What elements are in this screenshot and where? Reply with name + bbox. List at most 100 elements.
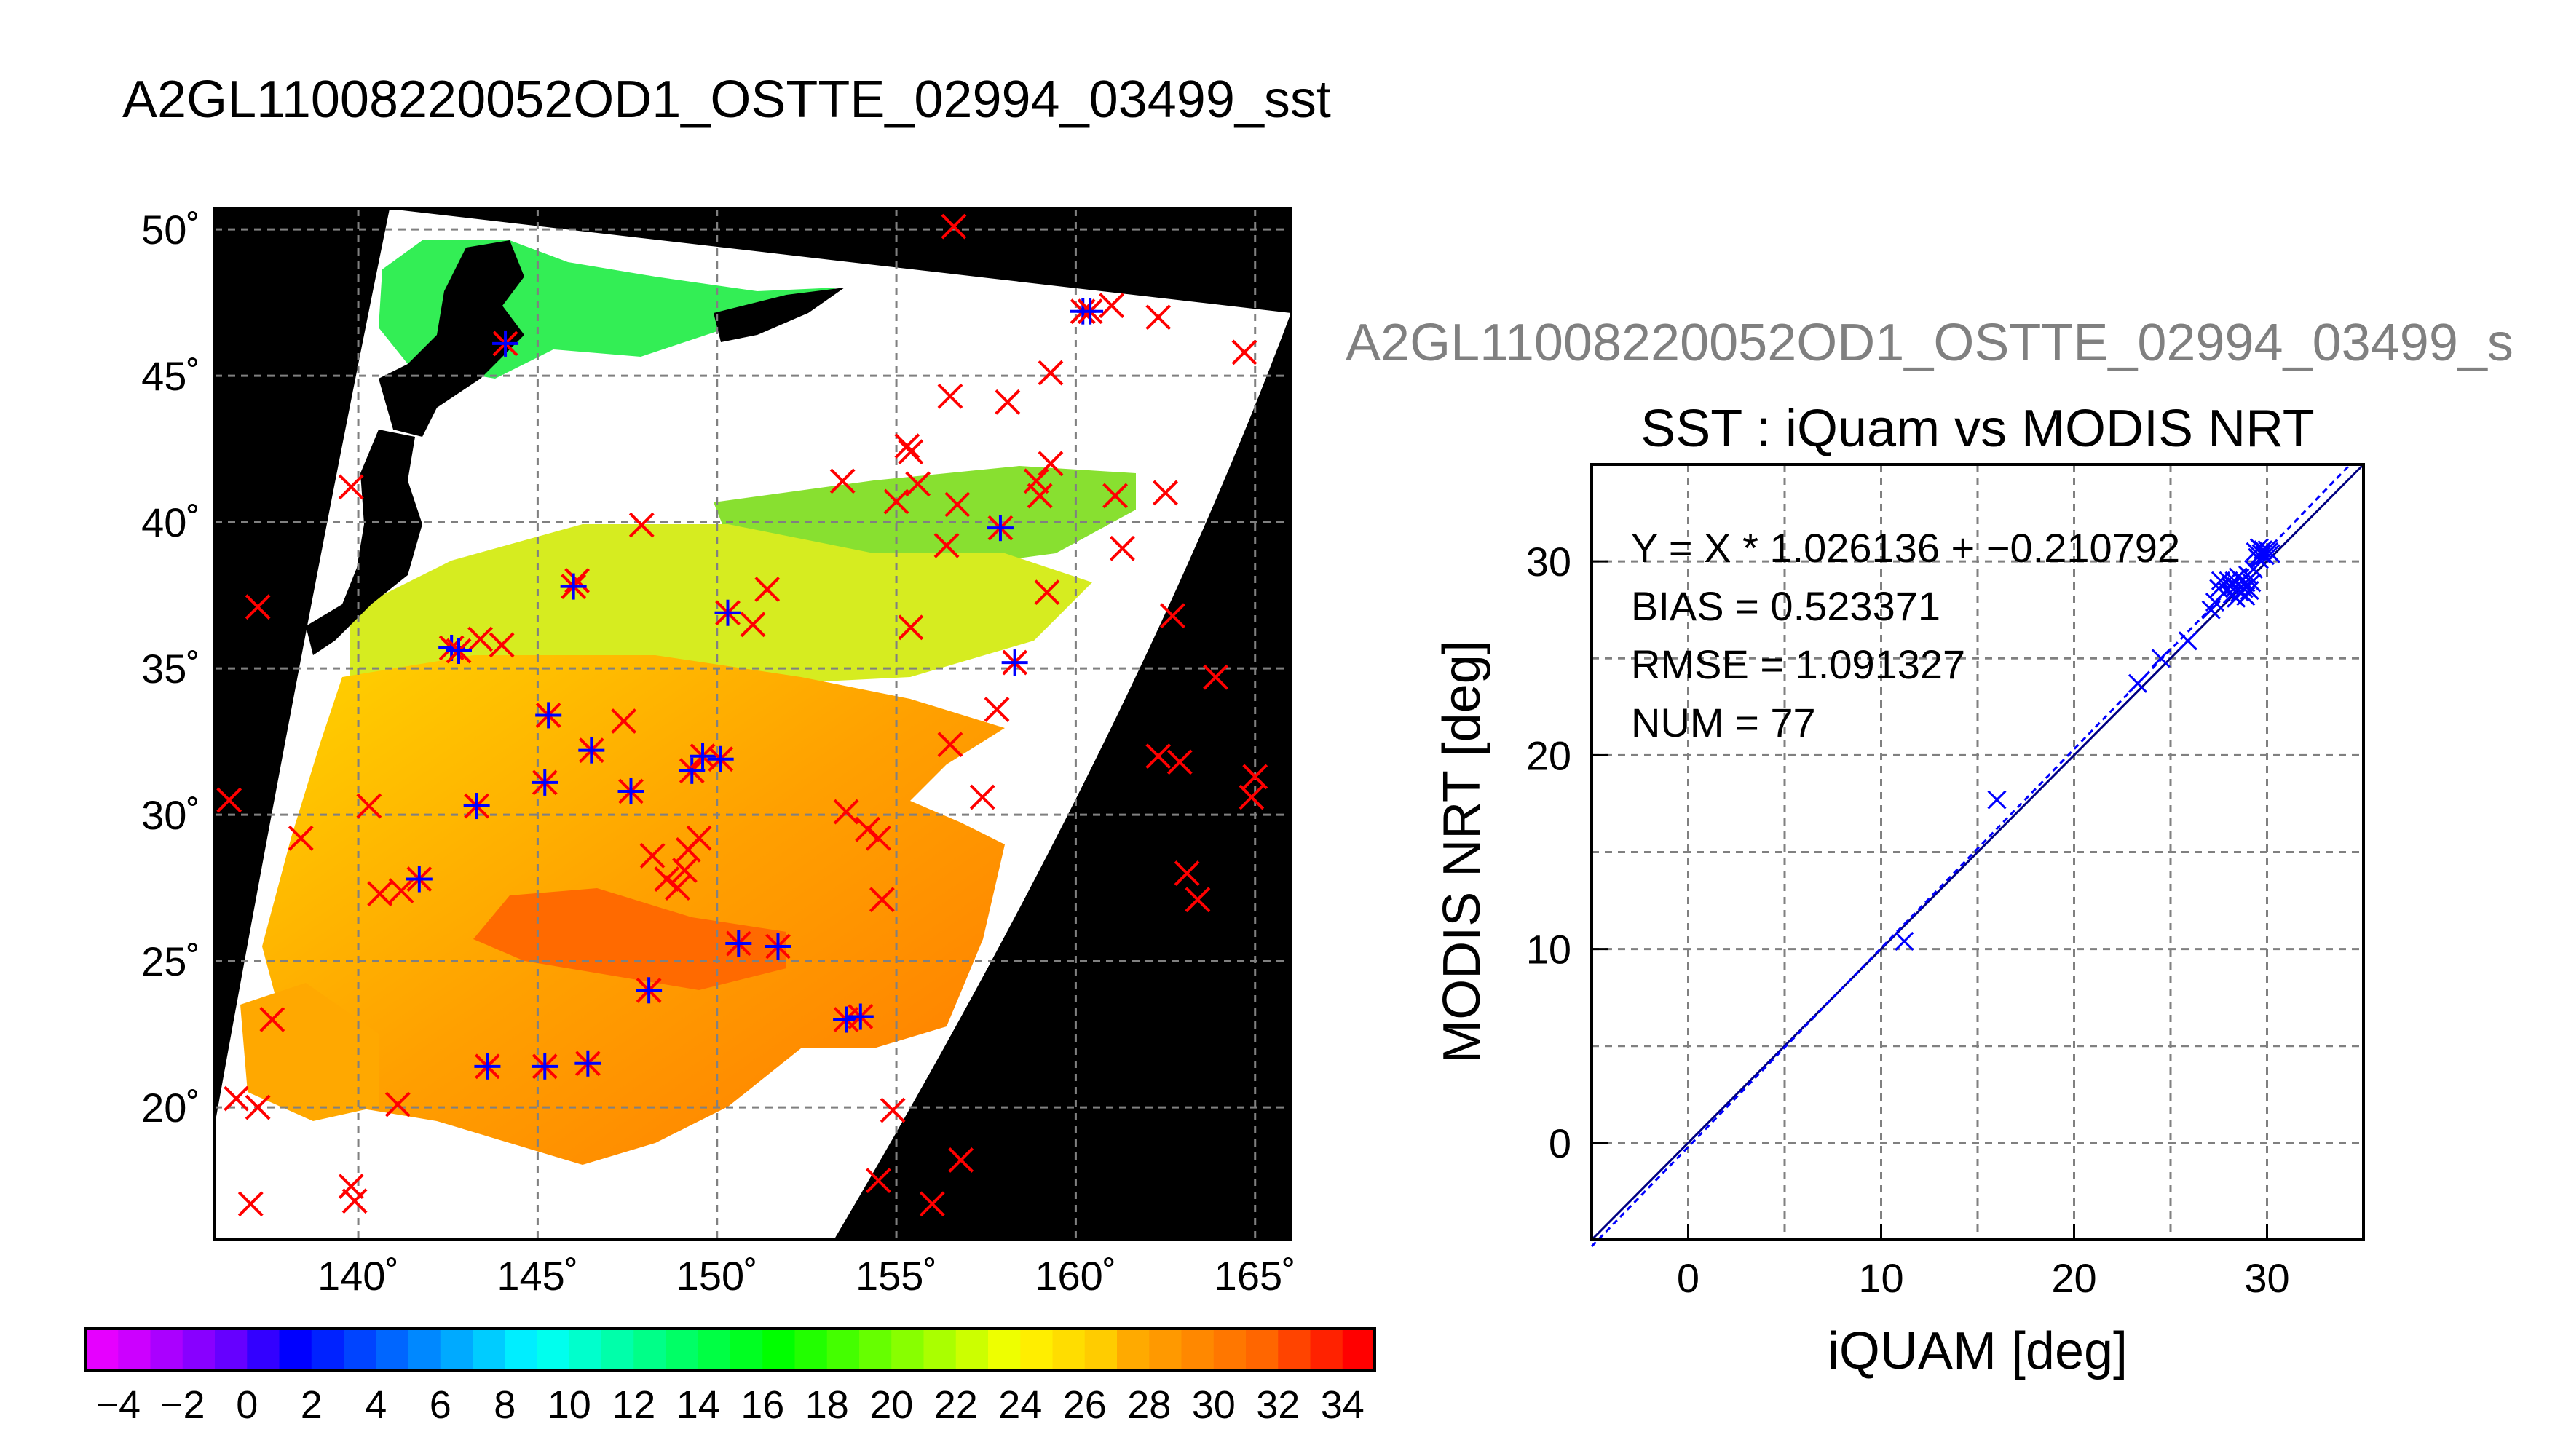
map-marker-unmatched xyxy=(944,491,971,518)
colorbar-cell xyxy=(1342,1329,1375,1371)
map-marker-unmatched xyxy=(665,875,690,901)
colorbar-cell xyxy=(569,1329,602,1371)
map-marker-unmatched xyxy=(919,1191,945,1217)
map-x-tick-label: 145˚ xyxy=(497,1253,578,1299)
colorbar-cell xyxy=(376,1329,408,1371)
map-marker-unmatched xyxy=(338,474,364,500)
map-marker-matched xyxy=(847,1003,874,1030)
map-x-tick-label: 155˚ xyxy=(856,1253,937,1299)
colorbar-frame xyxy=(84,1327,1376,1372)
colorbar-tick-label: 20 xyxy=(869,1383,913,1427)
map-marker-matched xyxy=(707,745,734,772)
map-marker-matched xyxy=(714,599,741,626)
map-marker-unmatched xyxy=(564,568,591,593)
map-marker-unmatched xyxy=(969,784,995,810)
map-marker-unmatched xyxy=(1102,483,1129,509)
map-marker-unmatched xyxy=(1038,451,1064,477)
map-marker-unmatched xyxy=(1242,764,1268,790)
map-marker-unmatched xyxy=(866,1168,891,1194)
colorbar-tick-label: 34 xyxy=(1321,1383,1365,1427)
map-marker-unmatched xyxy=(288,825,314,851)
colorbar-cell xyxy=(118,1329,151,1371)
map-marker-unmatched xyxy=(1185,887,1211,913)
colorbar-cell xyxy=(1213,1329,1247,1371)
colorbar-cell xyxy=(279,1329,312,1371)
map-marker-unmatched xyxy=(1153,480,1178,506)
colorbar-tick-labels: −4 −2 0 2 4 6 8 10 12 14 16 18 20 22 24 26 28 30 32 34 xyxy=(95,1383,1364,1427)
map-marker-unmatched xyxy=(937,383,963,409)
colorbar-cell xyxy=(215,1329,248,1371)
map-marker-matched xyxy=(617,778,644,804)
map-marker-unmatched xyxy=(489,632,515,658)
map-marker-unmatched xyxy=(740,612,766,638)
map-marker-matched xyxy=(446,638,473,665)
map-y-tick-label: 50˚ xyxy=(141,207,200,253)
colorbar-tick-label: −4 xyxy=(95,1383,141,1427)
map-marker-matched xyxy=(574,1050,601,1077)
map-grid xyxy=(215,209,1291,1239)
colorbar-tick-label: 26 xyxy=(1063,1383,1107,1427)
map-marker-unmatched xyxy=(995,389,1021,415)
map-marker-matched xyxy=(532,1053,558,1080)
map-marker-unmatched xyxy=(259,1007,285,1032)
map-marker-unmatched xyxy=(338,1174,364,1200)
map-marker-unmatched xyxy=(1160,603,1185,629)
land-hokkaido xyxy=(379,240,524,437)
map-marker-unmatched xyxy=(367,881,393,907)
map-marker-unmatched xyxy=(1239,784,1265,810)
map-marker-unmatched xyxy=(1034,579,1060,606)
map-marker-unmatched xyxy=(833,799,859,825)
map-marker-unmatched xyxy=(984,696,1010,722)
colorbar-cell xyxy=(923,1329,957,1371)
colorbar-cell xyxy=(1084,1329,1118,1371)
map-marker-unmatched xyxy=(1145,743,1172,769)
colorbar-tick-label: 32 xyxy=(1256,1383,1300,1427)
colorbar-cell xyxy=(1181,1329,1215,1371)
map-marker-unmatched xyxy=(671,858,698,883)
colorbar-tick-label: −2 xyxy=(160,1383,205,1427)
land-sakhalin-coast xyxy=(714,288,845,342)
colorbar-cell xyxy=(440,1329,473,1371)
map-y-tick-label: 35˚ xyxy=(141,646,200,692)
map-marker-unmatched xyxy=(216,787,242,813)
colorbar-tick-label: 18 xyxy=(805,1383,849,1427)
colorbar-cell xyxy=(182,1329,216,1371)
map-tick-labels: 140˚ 145˚ 150˚ 155˚ 160˚ 165˚ 20˚ 25˚ 30˚ 35˚ 40˚ 4… xyxy=(141,207,1296,1299)
map-marker-unmatched xyxy=(1203,664,1228,690)
map-marker-unmatched xyxy=(388,878,414,904)
sst-hot-core xyxy=(473,888,786,990)
map-marker-unmatched xyxy=(341,1188,368,1214)
colorbar-tick-label: 6 xyxy=(430,1383,451,1427)
map-markers xyxy=(216,213,1268,1217)
map-marker-matched xyxy=(690,743,716,769)
map-marker-unmatched xyxy=(356,793,382,819)
map-marker-unmatched xyxy=(1174,860,1200,886)
map-marker-matched xyxy=(987,515,1014,542)
colorbar-cell xyxy=(762,1329,795,1371)
map-x-tick-label: 160˚ xyxy=(1035,1253,1116,1299)
map-marker-matched xyxy=(406,866,433,893)
map-marker-unmatched xyxy=(898,439,924,465)
colorbar-cell xyxy=(311,1329,344,1371)
map-marker-matched xyxy=(560,573,587,600)
colorbar-cell xyxy=(408,1329,441,1371)
map-marker-unmatched xyxy=(237,1191,264,1217)
space-east xyxy=(834,313,1291,1239)
map-marker-matched xyxy=(725,930,752,957)
scatter-file-caption: A2GL11008220052OD1_OSTTE_02994_03499_s xyxy=(1346,314,2513,372)
map-marker-unmatched xyxy=(894,433,920,459)
map-marker-unmatched xyxy=(905,471,931,497)
map-marker-unmatched xyxy=(866,825,891,851)
colorbar-cell xyxy=(473,1329,505,1371)
map-marker-unmatched xyxy=(1099,293,1125,319)
colorbar-cell xyxy=(344,1329,376,1371)
colorbar-cell xyxy=(1052,1329,1086,1371)
map-marker-matched xyxy=(636,977,663,1004)
map-marker-unmatched xyxy=(883,488,909,515)
colorbar-cell xyxy=(633,1329,666,1371)
colorbar-tick-label: 16 xyxy=(741,1383,784,1427)
colorbar-cell xyxy=(698,1329,731,1371)
map-marker-matched xyxy=(532,769,558,796)
map-marker-unmatched xyxy=(1027,483,1053,509)
